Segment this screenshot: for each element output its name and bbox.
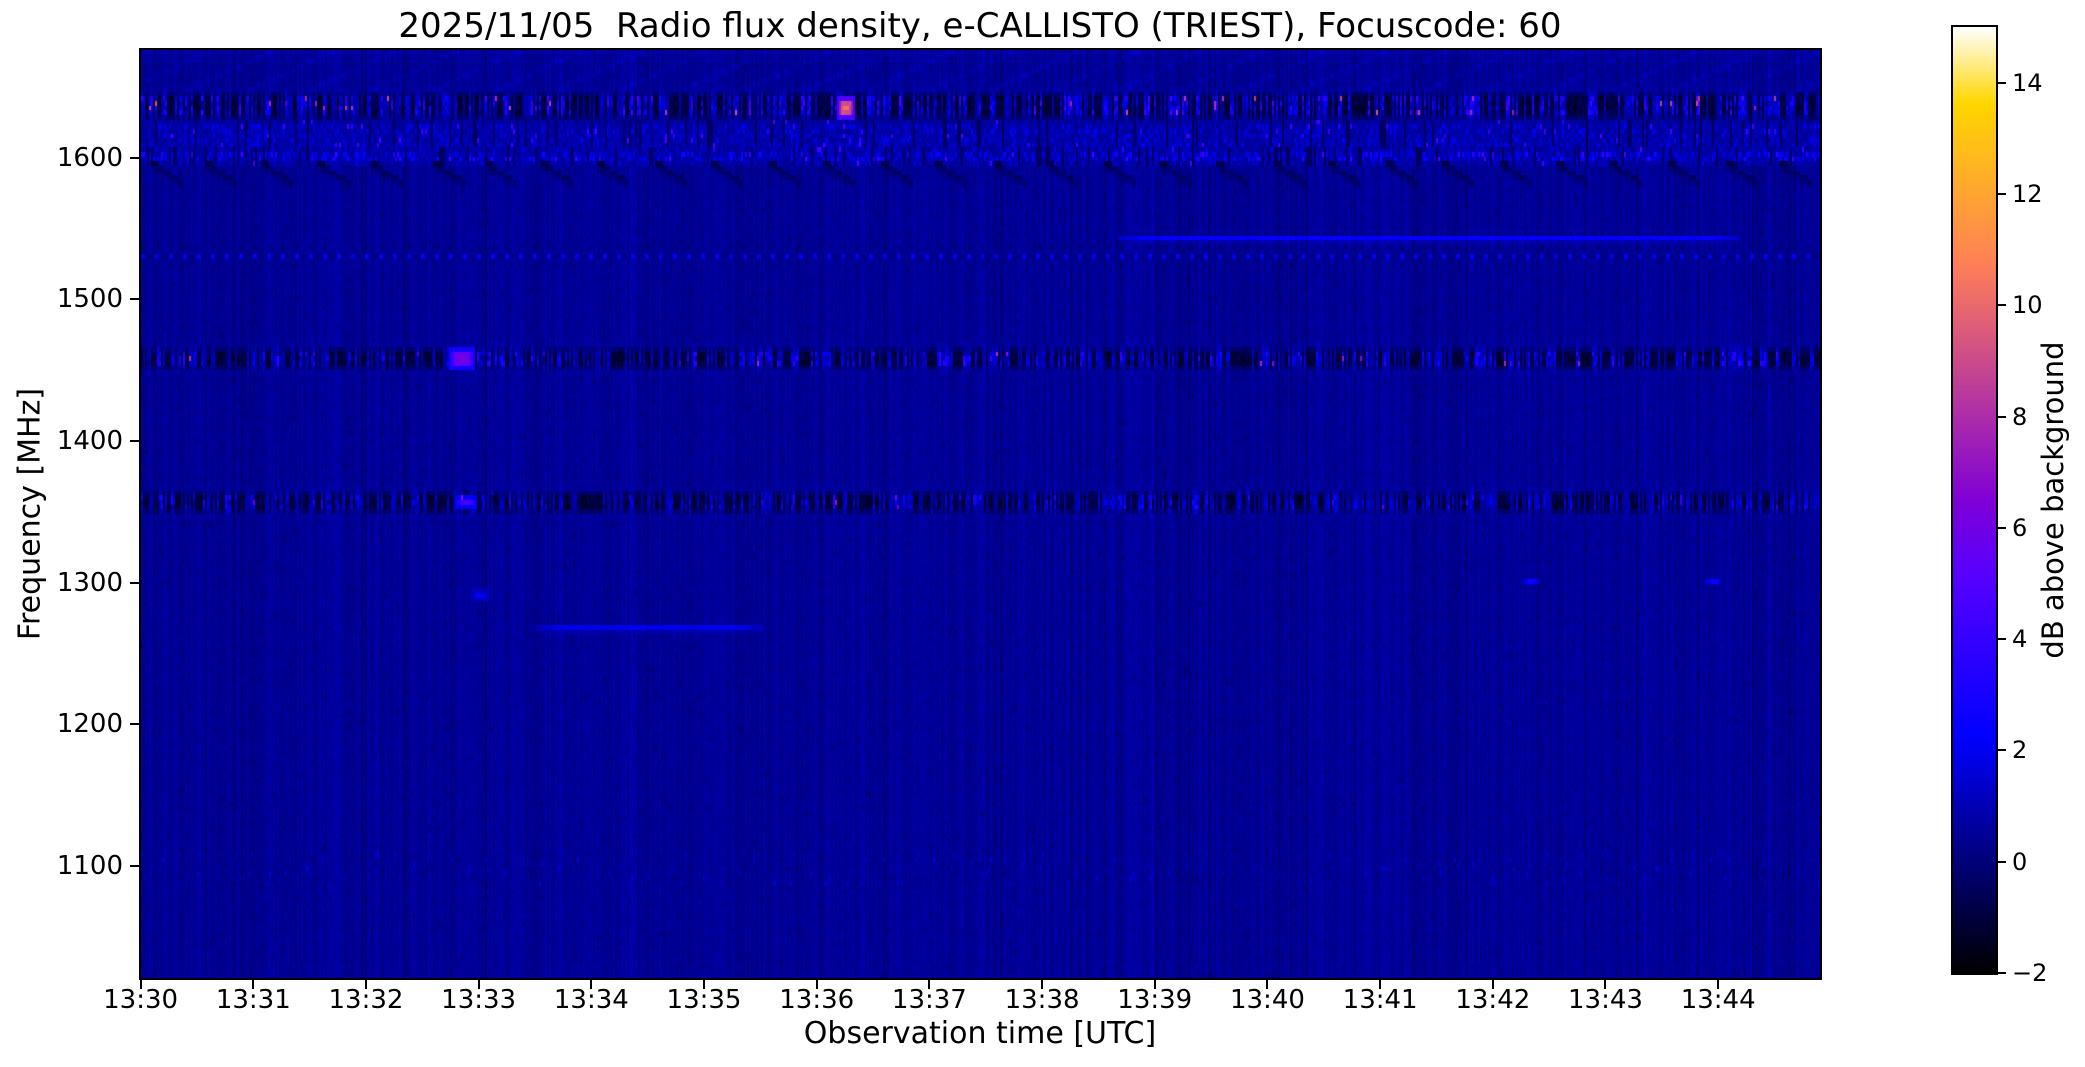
x-tick-mark [477,980,480,989]
y-axis-tick-label: 1600 [56,142,123,173]
x-axis-tick-label: 13:42 [1455,985,1531,1015]
x-tick-mark [252,980,255,989]
y-tick-mark [130,440,139,443]
y-axis-tick-label: 1400 [56,426,123,457]
colorbar-tick-label: 4 [2012,625,2028,654]
colorbar-tick-label: 0 [2012,847,2028,876]
y-axis-tick-label: 1100 [56,851,123,882]
colorbar-tick-mark [1998,415,2006,418]
x-axis-tick-label: 13:32 [328,985,404,1015]
x-axis-label: Observation time [UTC] [803,1016,1157,1051]
spectrogram-canvas [141,50,1820,978]
y-tick-mark [130,156,139,159]
x-tick-mark [1266,980,1269,989]
plot-area [139,48,1822,980]
colorbar-tick-mark [1998,304,2006,307]
x-axis-tick-label: 13:39 [1117,985,1193,1015]
x-tick-mark [139,980,142,989]
colorbar-tick-mark [1998,192,2006,195]
x-tick-mark [1717,980,1720,989]
colorbar-tick-mark [1998,526,2006,529]
colorbar-label: dB above background [2036,341,2070,659]
colorbar [1951,25,1998,975]
colorbar-tick-label: 14 [2012,68,2043,97]
y-tick-mark [130,581,139,584]
x-axis-tick-label: 13:44 [1680,985,1756,1015]
x-tick-mark [815,980,818,989]
colorbar-tick-mark [1998,638,2006,641]
colorbar-tick-mark [1998,749,2006,752]
colorbar-tick-label: 10 [2012,291,2043,320]
colorbar-tick-label: 6 [2012,513,2028,542]
colorbar-tick-mark [1998,860,2006,863]
x-axis-tick-label: 13:34 [553,985,629,1015]
x-axis-tick-label: 13:33 [441,985,517,1015]
colorbar-tick-mark [1998,81,2006,84]
y-tick-mark [130,723,139,726]
x-axis-tick-label: 13:40 [1229,985,1305,1015]
x-axis-tick-label: 13:36 [779,985,855,1015]
chart-title: 2025/11/05 Radio flux density, e-CALLIST… [398,6,1562,46]
x-tick-mark [1153,980,1156,989]
x-tick-mark [590,980,593,989]
x-tick-mark [1379,980,1382,989]
x-axis-tick-label: 13:38 [1004,985,1080,1015]
colorbar-tick-label: −2 [2012,959,2048,987]
x-tick-mark [703,980,706,989]
x-axis-tick-label: 13:43 [1568,985,1643,1015]
x-axis-tick-label: 13:41 [1342,985,1418,1015]
colorbar-tick-label: 8 [2012,402,2028,431]
x-axis-tick-label: 13:37 [891,985,967,1015]
colorbar-canvas [1953,27,1996,973]
y-tick-mark [130,298,139,301]
y-axis-tick-label: 1200 [56,709,123,740]
y-axis-tick-label: 1300 [56,567,123,598]
x-axis-tick-label: 13:31 [215,985,291,1015]
x-axis-tick-label: 13:30 [103,985,179,1015]
y-tick-mark [130,865,139,868]
colorbar-tick-label: 2 [2012,736,2028,765]
x-tick-mark [928,980,931,989]
x-tick-mark [1491,980,1494,989]
colorbar-tick-mark [1998,972,2006,974]
y-axis-label: Frequency [MHz] [12,387,48,641]
y-axis-tick-label: 1500 [56,284,123,315]
x-axis-tick-label: 13:35 [666,985,742,1015]
x-tick-mark [1041,980,1044,989]
x-tick-mark [364,980,367,989]
x-tick-mark [1604,980,1607,989]
colorbar-tick-label: 12 [2012,179,2043,208]
